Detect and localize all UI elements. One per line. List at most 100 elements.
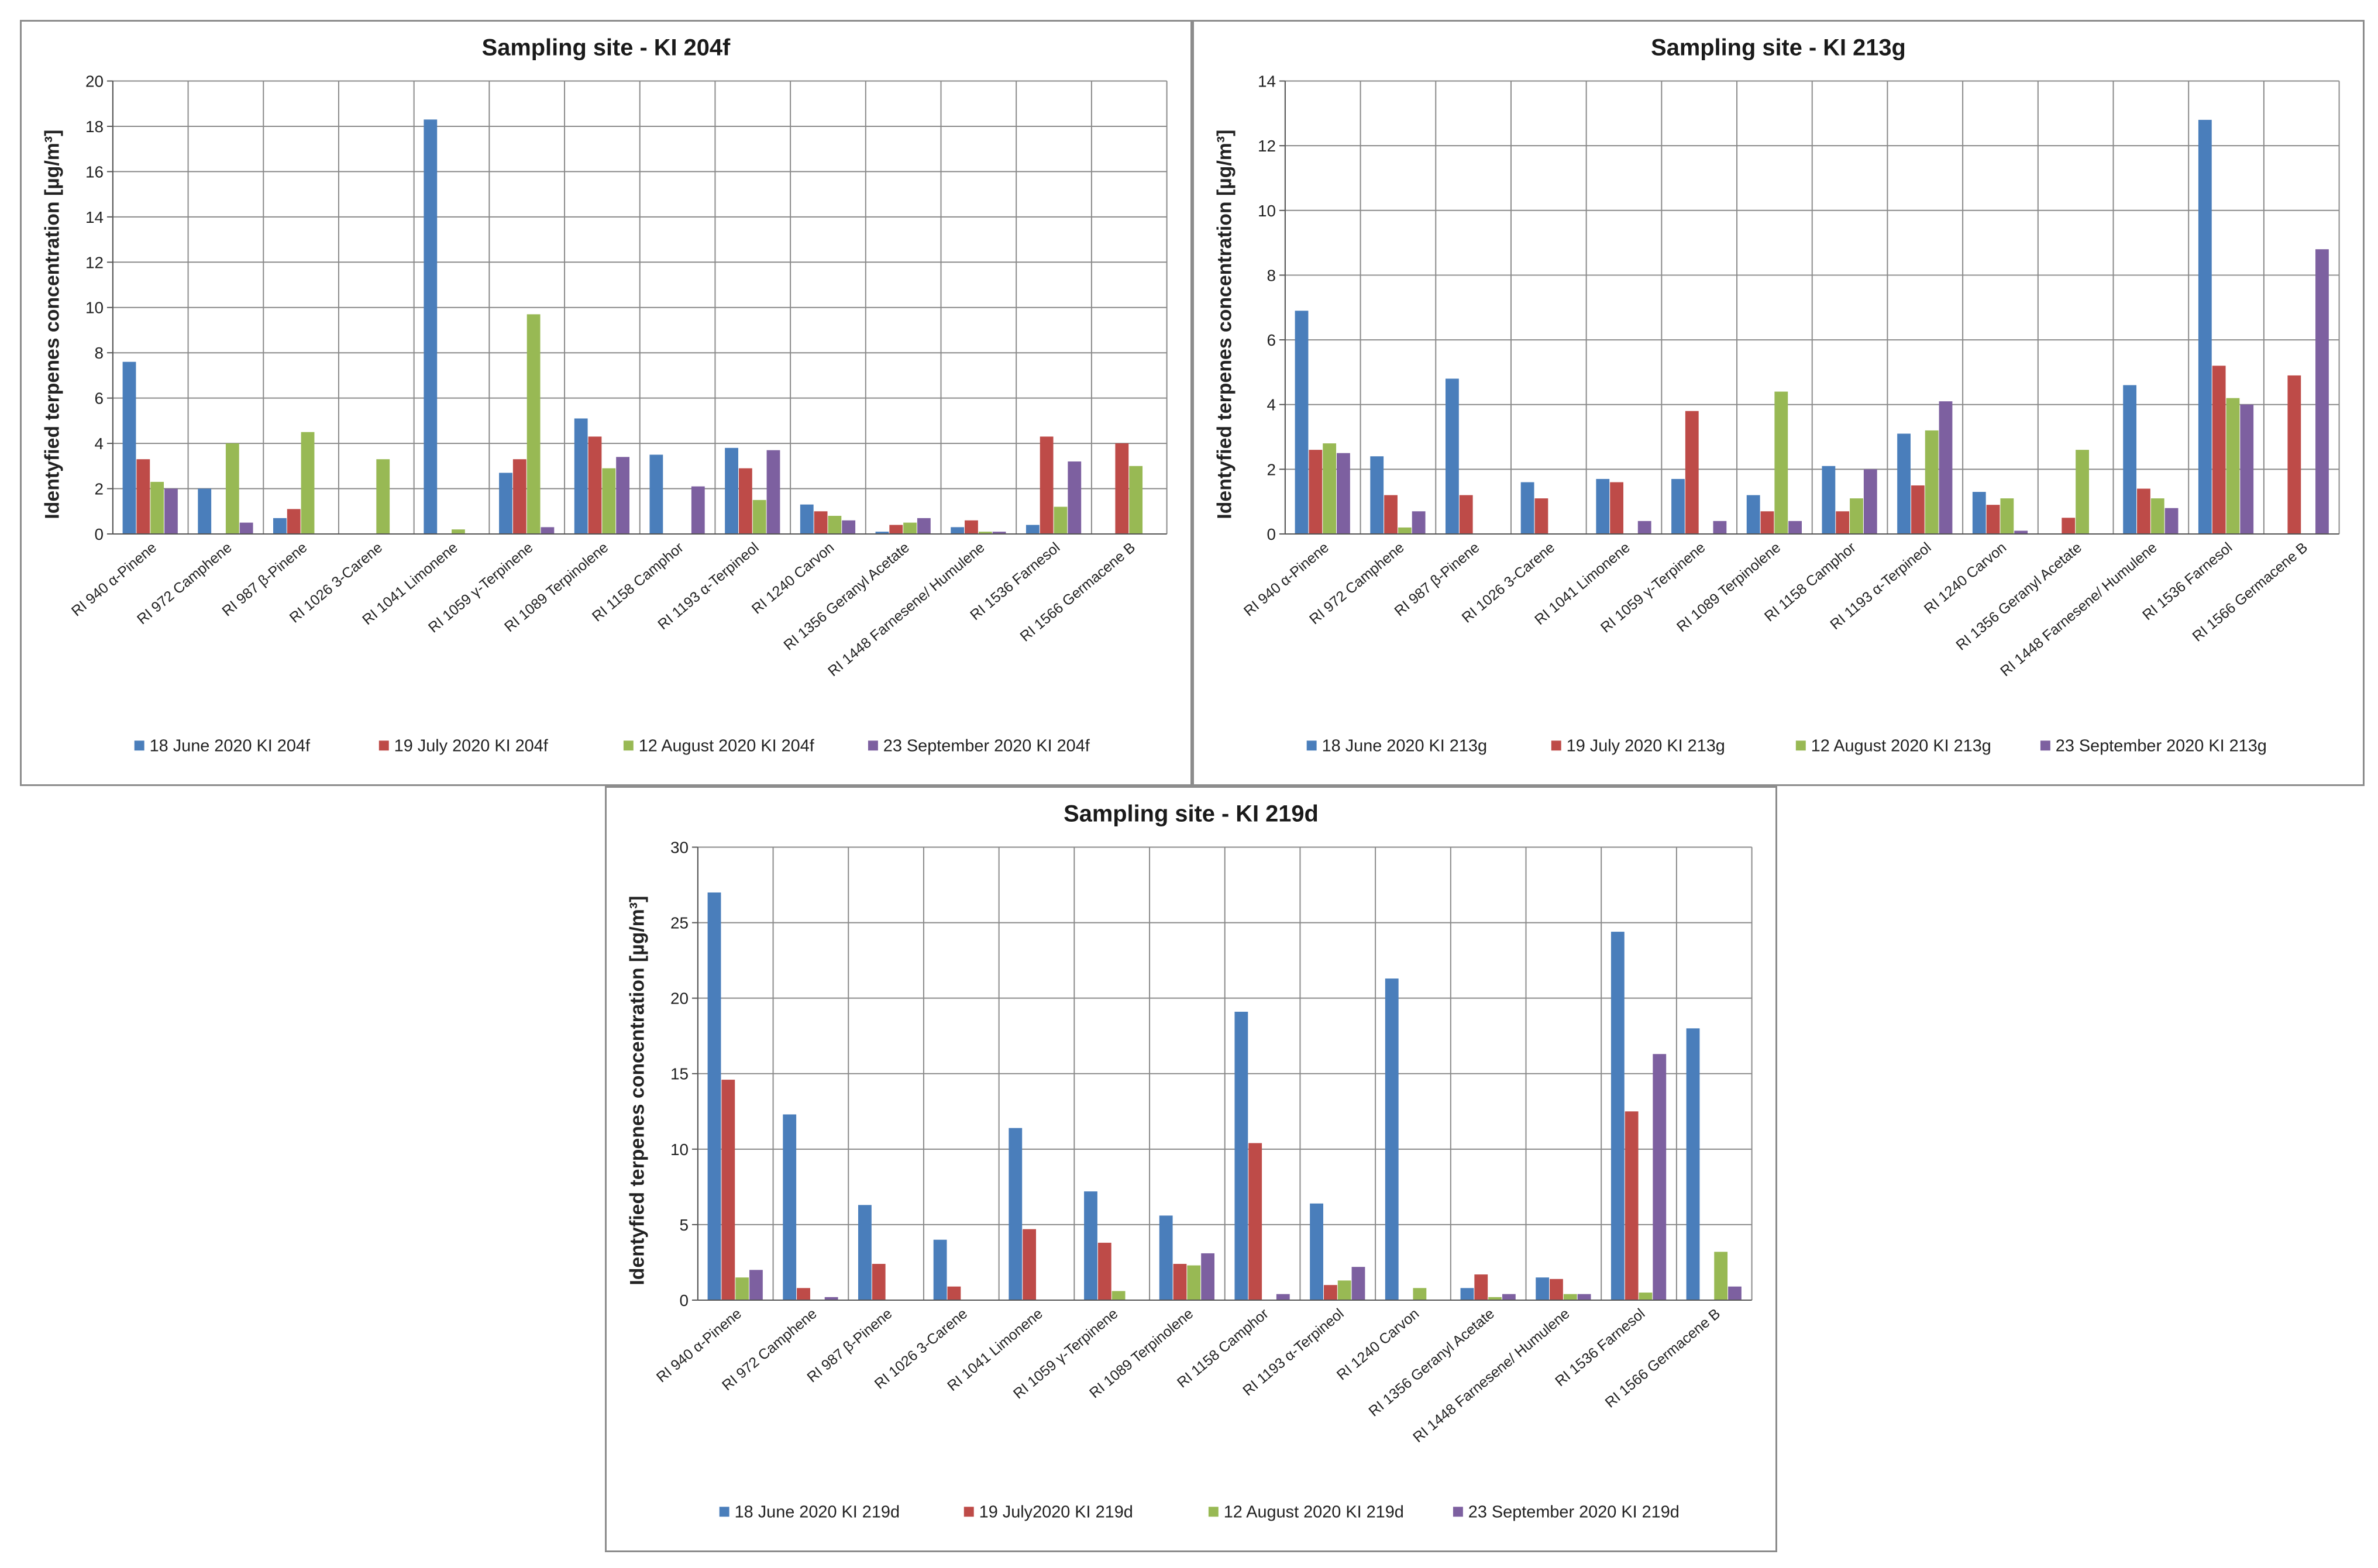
bar-2-11 — [1474, 1274, 1488, 1300]
bar-4-1 — [749, 1270, 763, 1300]
bar-1-2 — [783, 1114, 797, 1300]
legend-swatch — [1551, 740, 1561, 751]
bar-1-8 — [1822, 466, 1836, 534]
y-tick-label: 4 — [1267, 396, 1276, 414]
bar-1-3 — [273, 518, 287, 534]
bar-1-1 — [122, 361, 136, 534]
y-axis-label: Identyfied terpenes concentration [µg/m³… — [1213, 130, 1236, 519]
bar-1-7 — [574, 418, 588, 534]
bar-1-10 — [800, 504, 814, 534]
bar-1-1 — [707, 892, 721, 1300]
bar-4-12 — [1577, 1294, 1591, 1300]
y-tick-label: 2 — [1267, 460, 1276, 478]
bar-4-9 — [1351, 1267, 1365, 1300]
bar-2-10 — [814, 511, 828, 534]
bar-2-3 — [1459, 495, 1473, 534]
bar-3-4 — [376, 459, 390, 534]
bar-1-13 — [1610, 932, 1625, 1300]
y-tick-label: 2 — [94, 480, 104, 498]
x-tick-label: RI 1356 Geranyl Acetate — [780, 539, 913, 654]
bar-3-13 — [1054, 506, 1068, 534]
bar-1-5 — [424, 119, 438, 534]
bar-2-2 — [1384, 495, 1398, 534]
y-tick-label: 8 — [94, 344, 104, 362]
bar-1-1 — [1295, 311, 1309, 534]
legend-swatch — [1306, 740, 1317, 751]
bar-4-12 — [2164, 508, 2179, 534]
bar-4-7 — [616, 457, 630, 534]
bar-2-7 — [1760, 511, 1774, 534]
legend-label: 12 August 2020 KI 213g — [1811, 736, 1991, 755]
bar-1-5 — [1596, 478, 1610, 534]
bar-2-11 — [889, 525, 903, 534]
bar-4-9 — [766, 450, 780, 534]
bar-4-14 — [2315, 249, 2329, 534]
bar-3-12 — [2150, 498, 2164, 534]
legend-label: 19 July2020 KI 219d — [979, 1502, 1133, 1521]
bar-1-7 — [1746, 495, 1760, 534]
legend-label: 23 September 2020 KI 213g — [2056, 736, 2267, 755]
y-tick-label: 4 — [94, 435, 104, 453]
bar-2-14 — [2287, 375, 2301, 534]
bar-2-12 — [1550, 1278, 1563, 1300]
legend-swatch — [378, 740, 389, 751]
bar-4-8 — [691, 486, 705, 534]
bar-4-2 — [239, 522, 253, 534]
bar-4-6 — [1713, 521, 1727, 534]
x-tick-label: RI 1448 Farnesene/ Humulene — [825, 539, 988, 680]
bar-2-4 — [947, 1286, 961, 1300]
legend-label: 19 July 2020 KI 213g — [1567, 736, 1725, 755]
y-tick-label: 0 — [1267, 525, 1276, 543]
bar-4-2 — [1412, 511, 1426, 534]
bar-2-2 — [797, 1288, 810, 1300]
bar-3-12 — [978, 532, 992, 534]
bar-3-7 — [1774, 391, 1788, 534]
legend-label: 12 August 2020 KI 204f — [639, 736, 815, 755]
bar-2-5 — [1023, 1229, 1037, 1300]
bar-3-3 — [301, 432, 315, 534]
legend-label: 23 September 2020 KI 204f — [883, 736, 1090, 755]
bar-1-4 — [933, 1239, 947, 1300]
y-tick-label: 12 — [85, 253, 104, 271]
y-tick-label: 10 — [1258, 202, 1276, 220]
x-tick-label: RI 1356 Geranyl Acetate — [1953, 539, 2085, 654]
legend-swatch — [134, 740, 144, 751]
bar-2-7 — [588, 436, 602, 534]
bar-3-9 — [1337, 1280, 1351, 1300]
legend-label: 18 June 2020 KI 204f — [150, 736, 311, 755]
x-tick-label: RI 1448 Farnesene/ Humulene — [1997, 539, 2160, 680]
bar-4-11 — [1502, 1294, 1516, 1300]
chart-svg-ki-204f: Sampling site - KI 204f Identyfied terpe… — [41, 35, 1168, 755]
y-tick-label: 15 — [670, 1065, 689, 1083]
legend-swatch — [1795, 740, 1806, 751]
chart-panel-ki-213g: Sampling site - KI 213g Identyfied terpe… — [1192, 20, 2365, 786]
bar-2-4 — [1534, 498, 1548, 534]
bar-2-1 — [721, 1080, 735, 1300]
bar-1-2 — [1370, 456, 1384, 534]
bar-2-7 — [1173, 1264, 1187, 1300]
y-tick-label: 8 — [1267, 266, 1276, 284]
y-tick-label: 25 — [670, 914, 689, 932]
bar-1-9 — [1310, 1203, 1323, 1300]
bar-2-6 — [512, 459, 526, 534]
bar-3-9 — [752, 499, 766, 534]
bar-3-8 — [1850, 498, 1863, 534]
bar-3-13 — [2226, 398, 2240, 534]
x-tick-label: RI 1448 Farnesene/ Humulene — [1410, 1305, 1573, 1446]
bar-2-8 — [1248, 1143, 1262, 1300]
legend-label: 18 June 2020 KI 219d — [735, 1502, 900, 1521]
bar-1-6 — [1671, 478, 1685, 534]
chart-title: Sampling site - KI 219d — [1064, 801, 1319, 827]
legend-swatch — [2040, 740, 2050, 751]
legend-label: 19 July 2020 KI 204f — [394, 736, 549, 755]
y-tick-label: 10 — [670, 1140, 689, 1159]
bar-1-8 — [649, 454, 663, 534]
chart-svg-ki-213g: Sampling site - KI 213g Identyfied terpe… — [1213, 35, 2340, 755]
bar-1-11 — [1460, 1288, 1474, 1300]
bar-4-6 — [541, 527, 555, 534]
bar-2-3 — [287, 509, 301, 534]
y-tick-label: 20 — [85, 72, 104, 90]
